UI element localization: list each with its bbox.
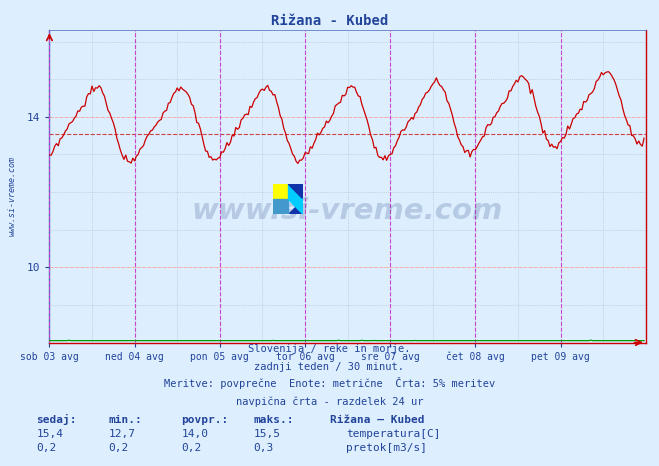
Bar <box>273 184 289 199</box>
Text: www.si-vreme.com: www.si-vreme.com <box>8 156 17 236</box>
Text: 15,5: 15,5 <box>254 429 281 439</box>
Text: pretok[m3/s]: pretok[m3/s] <box>346 443 427 453</box>
Polygon shape <box>289 199 303 214</box>
Text: 15,4: 15,4 <box>36 429 63 439</box>
Text: 0,3: 0,3 <box>254 443 274 453</box>
Text: 0,2: 0,2 <box>181 443 202 453</box>
Text: Rižana – Kubed: Rižana – Kubed <box>330 415 424 425</box>
Text: min.:: min.: <box>109 415 142 425</box>
Text: 14,0: 14,0 <box>181 429 208 439</box>
Text: 12,7: 12,7 <box>109 429 136 439</box>
Polygon shape <box>289 199 303 214</box>
Text: maks.:: maks.: <box>254 415 294 425</box>
Bar <box>273 199 289 214</box>
Polygon shape <box>289 184 303 199</box>
Text: Rižana - Kubed: Rižana - Kubed <box>271 14 388 28</box>
Polygon shape <box>289 184 303 199</box>
Text: 0,2: 0,2 <box>109 443 129 453</box>
Text: navpična črta - razdelek 24 ur: navpična črta - razdelek 24 ur <box>236 397 423 407</box>
Text: Slovenija / reke in morje.: Slovenija / reke in morje. <box>248 344 411 354</box>
Text: 0,2: 0,2 <box>36 443 57 453</box>
Text: Meritve: povprečne  Enote: metrične  Črta: 5% meritev: Meritve: povprečne Enote: metrične Črta:… <box>164 377 495 389</box>
Text: zadnji teden / 30 minut.: zadnji teden / 30 minut. <box>254 362 405 371</box>
Text: temperatura[C]: temperatura[C] <box>346 429 440 439</box>
Text: www.si-vreme.com: www.si-vreme.com <box>192 198 503 226</box>
Text: povpr.:: povpr.: <box>181 415 229 425</box>
Text: sedaj:: sedaj: <box>36 414 76 425</box>
